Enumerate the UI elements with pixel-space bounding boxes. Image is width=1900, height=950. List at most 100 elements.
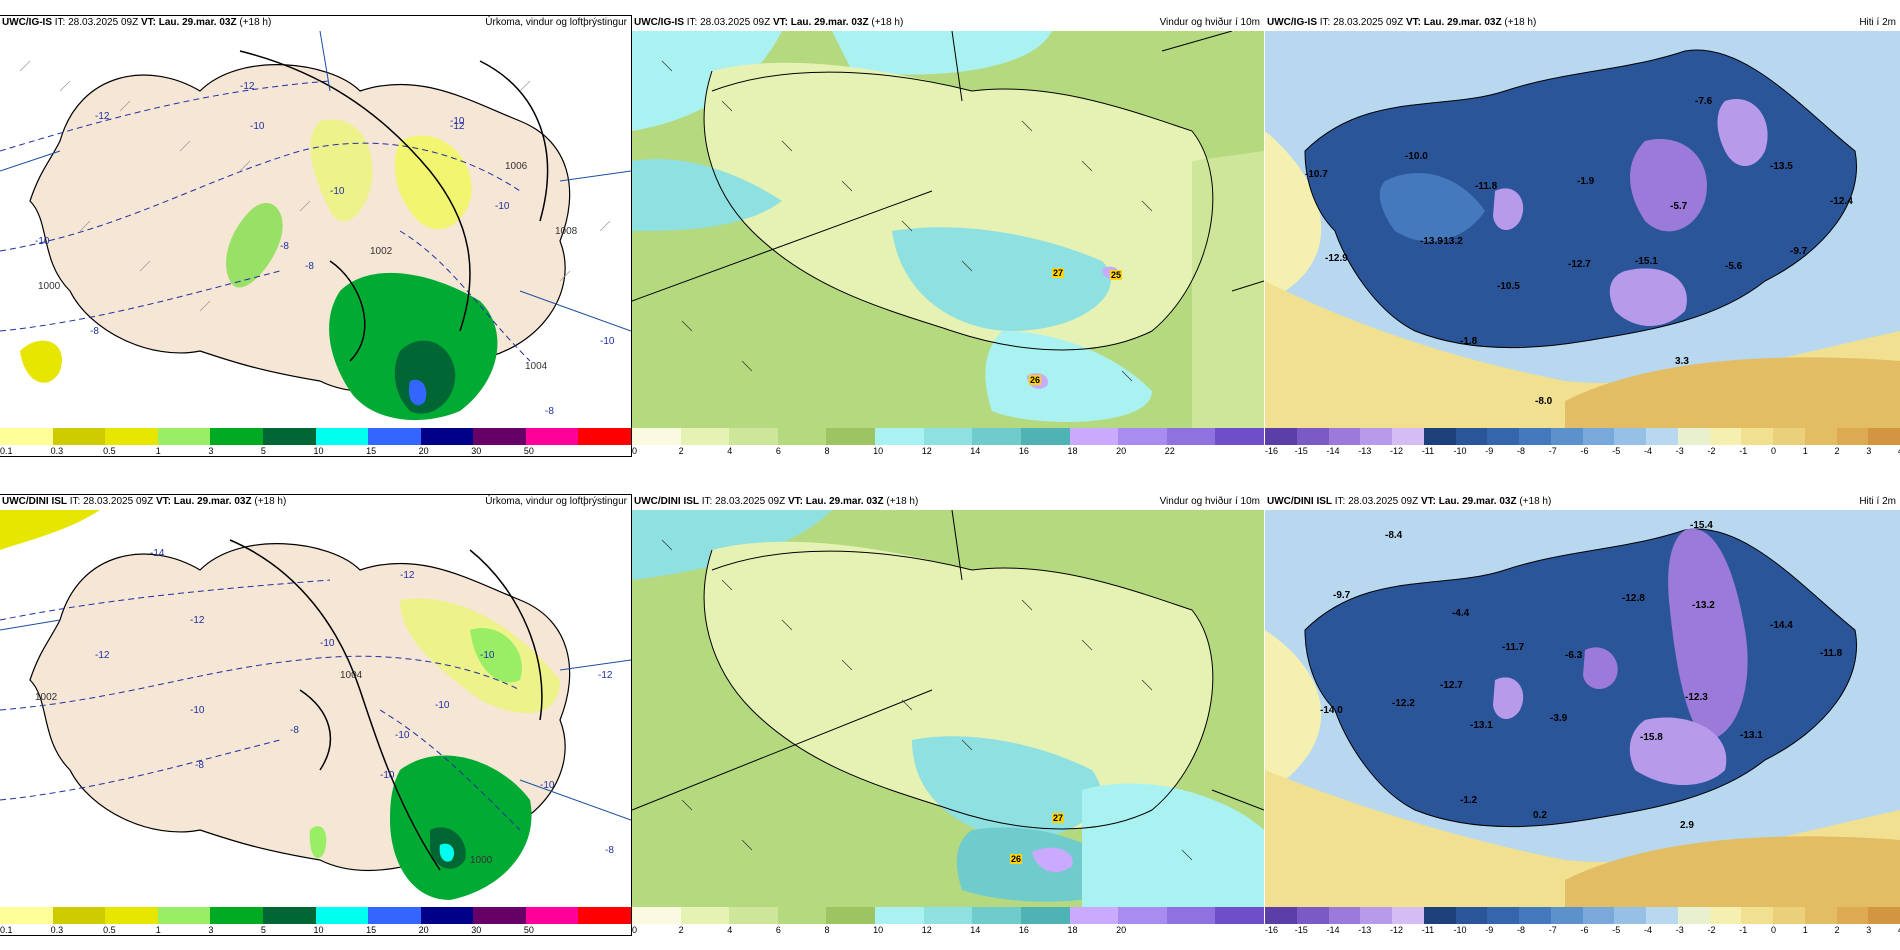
- contour-label: -14: [150, 548, 165, 559]
- colorbar-swatch: [1166, 907, 1216, 924]
- colorbar-swatch: [473, 907, 527, 924]
- colorbar-swatch: [1741, 428, 1774, 445]
- gust-label: 26: [1010, 854, 1023, 864]
- colorbar-swatch: [210, 428, 264, 445]
- colorbar-swatch: [52, 907, 106, 924]
- colorbar-tick-label: -8: [1517, 446, 1526, 456]
- gust-label: 25: [1110, 270, 1123, 280]
- colorbar-swatch: [1360, 907, 1393, 924]
- temp-map: -7.6 -10.7 -10.0 -11.8 -13.5 -12.4 -13.2…: [1265, 31, 1900, 428]
- contour-label: -10: [450, 116, 465, 127]
- colorbar-swatch: [826, 428, 876, 445]
- colorbar-swatch: [923, 428, 973, 445]
- contour-label: -10: [190, 705, 205, 716]
- contour-label: -12: [190, 615, 205, 626]
- contour-label: -8: [605, 845, 614, 856]
- temp-value: -12.7: [1440, 680, 1463, 691]
- colorbar-swatch: [210, 907, 264, 924]
- colorbar-tick-label: 6: [775, 446, 781, 456]
- colorbar-tick-label: 16: [1018, 925, 1029, 935]
- colorbar-tick-label: -1: [1739, 446, 1748, 456]
- colorbar-tick-label: 4: [1898, 925, 1900, 935]
- colorbar-tick-label: 1: [1802, 925, 1808, 935]
- temp-value: -10.7: [1305, 169, 1328, 180]
- colorbar-swatch: [1709, 907, 1742, 924]
- colorbar-tick-label: 1: [155, 925, 161, 935]
- colorbar-swatch: [1646, 428, 1679, 445]
- isobar-label: 1000: [470, 855, 493, 866]
- colorbar-swatch: [52, 428, 106, 445]
- colorbar-swatch: [1836, 907, 1869, 924]
- contour-label: -12: [598, 670, 613, 681]
- colorbar-tick-label: -15: [1294, 925, 1308, 935]
- colorbar-swatch: [1519, 428, 1552, 445]
- colorbar-swatch: [632, 907, 682, 924]
- colorbar-swatch: [826, 907, 876, 924]
- temp-value: -9.7: [1333, 590, 1351, 601]
- panel-header: UWC/DINI ISL IT: 28.03.2025 09Z VT: Lau.…: [1267, 496, 1896, 507]
- colorbar-swatch: [1582, 428, 1615, 445]
- colorbar-tick-label: 5: [260, 446, 266, 456]
- temp-value: -12.3: [1685, 692, 1708, 703]
- panel-header: UWC/IG-IS IT: 28.03.2025 09Z VT: Lau. 29…: [2, 17, 627, 28]
- panel-temp-dini: UWC/DINI ISL IT: 28.03.2025 09Z VT: Lau.…: [1265, 495, 1900, 935]
- temp-value: -5.7: [1670, 201, 1688, 212]
- colorbar-swatch: [1166, 428, 1216, 445]
- temp-value: -14.4: [1770, 620, 1793, 631]
- contour-label: -8: [290, 725, 299, 736]
- temp-value: -15.8: [1640, 732, 1663, 743]
- contour-label: -10: [320, 638, 335, 649]
- colorbar-swatch: [578, 907, 631, 924]
- colorbar-tick-label: 0: [1771, 925, 1777, 935]
- colorbar-swatch: [1118, 428, 1168, 445]
- colorbar-swatch: [1773, 428, 1806, 445]
- colorbar-tick-label: 8: [824, 925, 830, 935]
- colorbar-swatch: [1646, 907, 1679, 924]
- colorbar-swatch: [632, 428, 682, 445]
- colorbar-swatch: [680, 428, 730, 445]
- isobar-label: 1002: [370, 246, 393, 257]
- contour-label: -10: [380, 770, 395, 781]
- colorbar-tick-label: 0: [632, 925, 638, 935]
- colorbar-swatch: [1069, 428, 1119, 445]
- panel-title: Úrkoma, vindur og loftþrýstingur: [485, 496, 627, 507]
- temp-value: -12.7: [1568, 259, 1591, 270]
- colorbar-tick-label: 30: [471, 925, 482, 935]
- wind-colorbar: 0 2 4 6 8 10 12 14 16 18 20 22: [632, 428, 1264, 456]
- temp-value: -12.2: [1392, 698, 1415, 709]
- colorbar-tick-label: 0.3: [50, 446, 64, 456]
- colorbar-swatch: [1582, 907, 1615, 924]
- wind-map: 27 25 26: [632, 31, 1264, 428]
- temp-value: -8.4: [1385, 530, 1403, 541]
- colorbar-tick-label: 14: [970, 925, 981, 935]
- panel-title: Vindur og hviður í 10m: [1159, 496, 1260, 507]
- contour-label: -12: [450, 121, 465, 132]
- colorbar-tick-label: 2: [678, 446, 684, 456]
- panel-title: Úrkoma, vindur og loftþrýstingur: [485, 17, 627, 28]
- colorbar-tick-label: 30: [471, 446, 482, 456]
- colorbar-tick-label: -13: [1358, 925, 1372, 935]
- panel-header: UWC/IG-IS IT: 28.03.2025 09Z VT: Lau. 29…: [634, 17, 1260, 28]
- colorbar-tick-label: 2: [1834, 446, 1840, 456]
- temp-value: -7.6: [1695, 96, 1713, 107]
- colorbar-tick-label: 15: [366, 925, 377, 935]
- temp-value: -11.7: [1502, 642, 1525, 653]
- contour-label: -10: [35, 236, 50, 247]
- colorbar-swatch: [777, 428, 827, 445]
- contour-label: -12: [95, 111, 110, 122]
- colorbar-swatch: [315, 428, 369, 445]
- contour-label: -10: [435, 700, 450, 711]
- colorbar-tick-label: 1: [1802, 446, 1808, 456]
- precip-colorbar: 0.1 0.3 0.5 1 3 5 10 15 20 30 50: [0, 428, 631, 456]
- colorbar-tick-label: -3: [1675, 925, 1684, 935]
- colorbar-swatch: [1423, 428, 1456, 445]
- colorbar-tick-label: -9: [1485, 446, 1494, 456]
- contour-label: -8: [90, 326, 99, 337]
- colorbar-swatch: [473, 428, 527, 445]
- colorbar-swatch: [1423, 907, 1456, 924]
- colorbar-tick-label: 3: [208, 925, 214, 935]
- colorbar-tick-label: 20: [418, 925, 429, 935]
- colorbar-swatch: [525, 428, 579, 445]
- colorbar-tick-label: 50: [523, 446, 534, 456]
- colorbar-tick-label: 8: [824, 446, 830, 456]
